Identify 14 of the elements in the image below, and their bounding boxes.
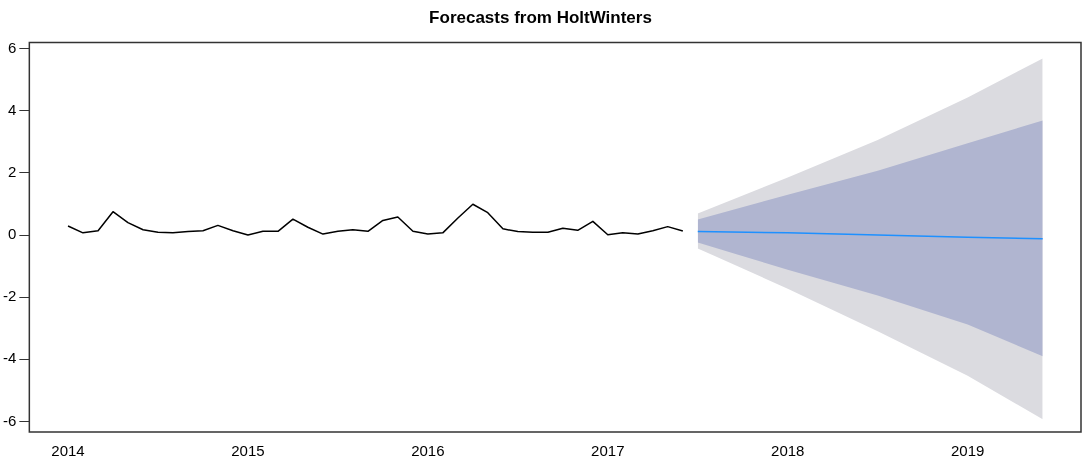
y-tick-label: -2	[2, 287, 17, 305]
y-tick-label: -4	[2, 349, 17, 367]
x-tick-label: 2019	[950, 442, 985, 460]
chart-title: Forecasts from HoltWinters	[429, 7, 652, 27]
x-tick-label: 2016	[411, 442, 445, 460]
x-tick-label: 2014	[51, 442, 85, 460]
y-tick-label: 0	[7, 225, 17, 243]
y-tick-label: 4	[7, 100, 17, 118]
x-tick-label: 2017	[591, 442, 625, 460]
y-tick-label: 2	[7, 163, 17, 181]
y-tick-label: -6	[2, 411, 17, 429]
x-tick-label: 2015	[231, 442, 265, 460]
x-tick-label: 2018	[771, 442, 805, 460]
y-tick-label: 6	[7, 38, 17, 56]
